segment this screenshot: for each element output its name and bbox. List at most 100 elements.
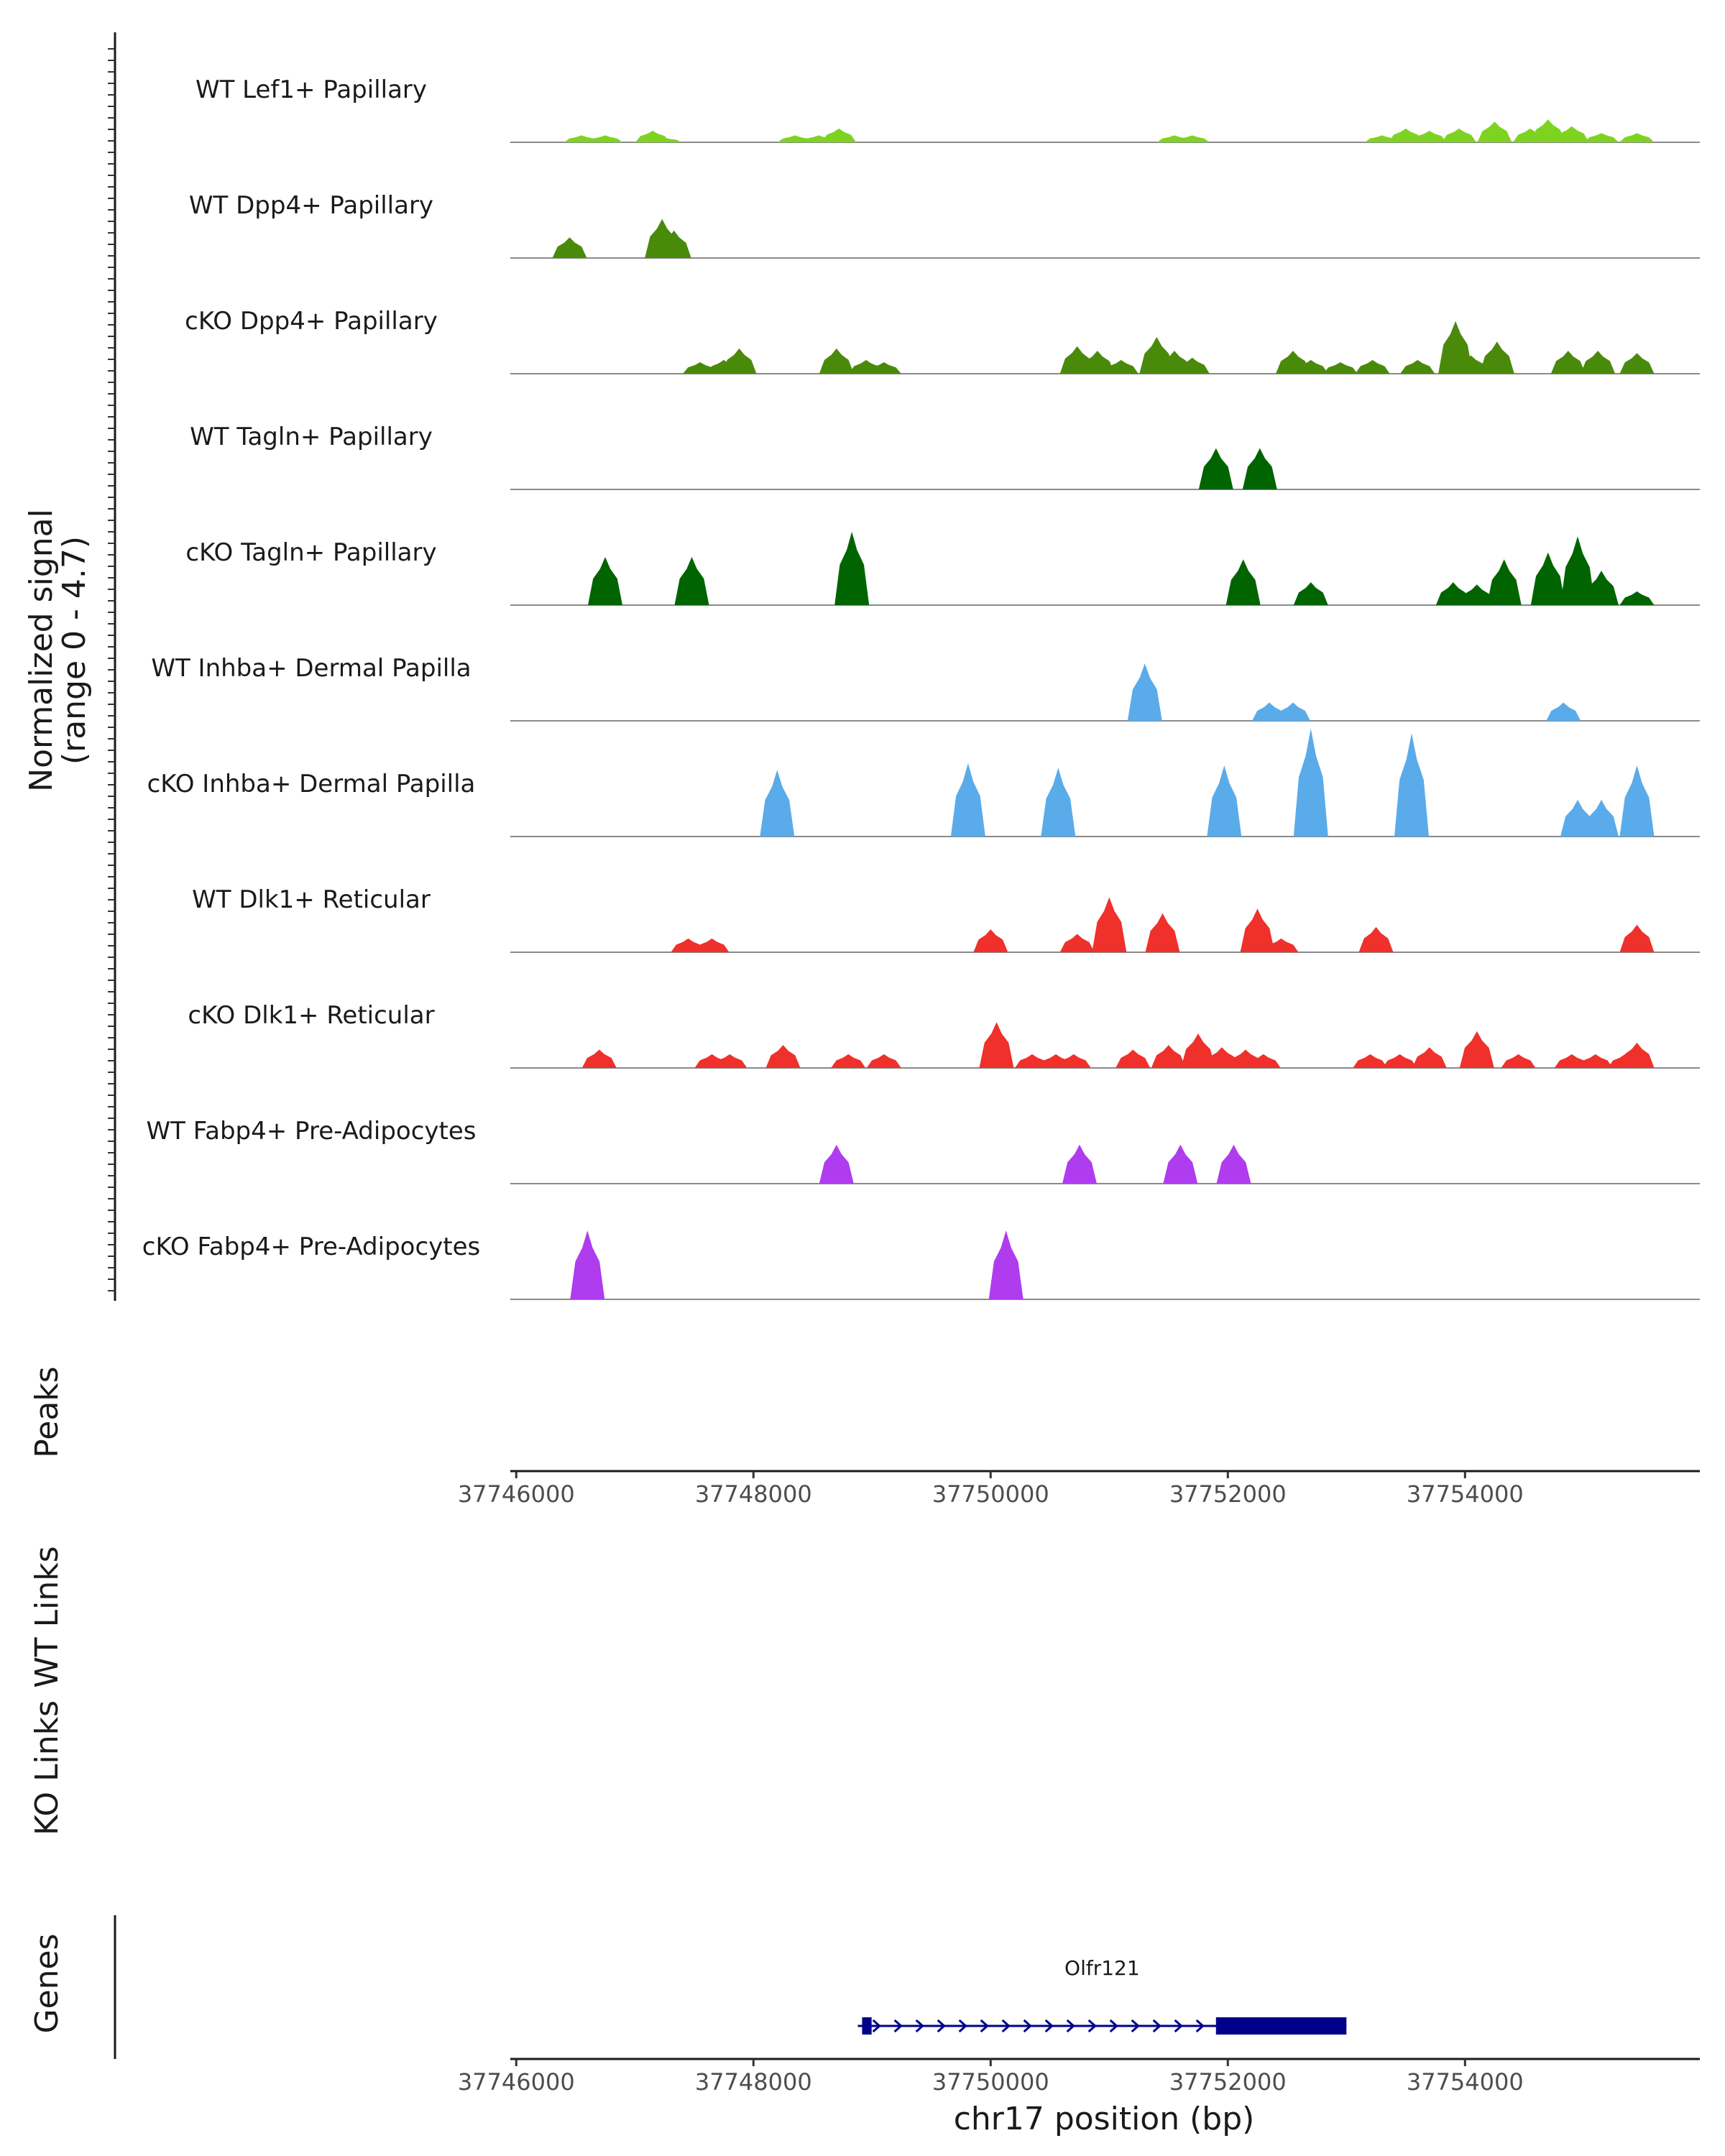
strand-arrow: [980, 2019, 989, 2033]
signal-peak: [831, 1054, 866, 1068]
signal-peak: [1293, 729, 1328, 837]
track-label: cKO Fabp4+ Pre-Adipocytes: [142, 1233, 481, 1261]
strand-arrow: [937, 2019, 946, 2033]
signal-peak: [1353, 1054, 1388, 1068]
gene-name-label: Olfr121: [1064, 1956, 1140, 1980]
signal-peak: [1293, 582, 1328, 605]
signal-peak: [866, 1054, 901, 1068]
strand-arrow: [893, 2019, 903, 2033]
signal-peak: [588, 135, 622, 142]
track-label: cKO Tagln+ Papillary: [185, 538, 436, 567]
track-cko-fabp4-pre-adipocytes: cKO Fabp4+ Pre-Adipocytes: [142, 1230, 1700, 1300]
track-cko-inhba-dermal-papilla: cKO Inhba+ Dermal Papilla: [147, 729, 1700, 837]
signal-peak: [552, 237, 587, 258]
signal-peak: [1207, 765, 1242, 837]
x-axis-title: chr17 position (bp): [954, 2101, 1255, 2137]
signal-peak: [834, 531, 870, 605]
track-label: cKO Inhba+ Dermal Papilla: [147, 770, 476, 798]
signal-peak: [1554, 126, 1589, 142]
signal-peak: [1486, 559, 1522, 605]
signal-peak: [1530, 119, 1565, 142]
signal-peak: [1240, 908, 1275, 952]
x-tick-label: 37750000: [932, 1480, 1049, 1508]
track-wt-inhba-dermal-papilla: WT Inhba+ Dermal Papilla: [151, 654, 1700, 722]
signal-peak: [1584, 799, 1619, 837]
signal-peak: [1438, 321, 1473, 374]
track-cko-tagln-papillary: cKO Tagln+ Papillary: [185, 531, 1700, 606]
signal-peak: [1619, 924, 1655, 952]
y-axis-title-range: (range 0 - 4.7): [56, 536, 93, 765]
coverage-tracks: WT Lef1+ Papillary WT Dpp4+ Papillary cKO …: [142, 75, 1700, 1300]
strand-arrow: [1044, 2019, 1054, 2033]
signal-peak: [1358, 926, 1394, 952]
signal-peak: [973, 929, 1008, 952]
signal-peak: [1546, 702, 1581, 721]
signal-peak: [1584, 571, 1619, 605]
track-wt-fabp4-pre-adipocytes: WT Fabp4+ Pre-Adipocytes: [147, 1117, 1700, 1184]
signal-peak: [588, 557, 622, 605]
signal-peak: [1103, 359, 1138, 374]
signal-peak: [1015, 1054, 1049, 1068]
signal-peak: [722, 348, 757, 374]
y-axis: [108, 32, 116, 1301]
signal-peak: [1619, 591, 1655, 605]
strand-arrow: [1001, 2019, 1011, 2033]
signal-peak: [1578, 1054, 1613, 1068]
strand-arrow: [1066, 2019, 1075, 2033]
signal-peak: [1501, 1054, 1536, 1068]
strand-arrow: [1131, 2019, 1140, 2033]
track-wt-lef1-papillary: WT Lef1+ Papillary: [196, 75, 1700, 143]
signal-peak: [1355, 359, 1390, 374]
x-tick-label: 37752000: [1169, 2068, 1287, 2096]
track-label: WT Fabp4+ Pre-Adipocytes: [147, 1117, 477, 1146]
signal-peak: [950, 763, 985, 837]
signal-peak: [1264, 938, 1299, 952]
signal-peak: [866, 362, 901, 374]
signal-peak: [1062, 1144, 1097, 1184]
ko-links-panel-label: KO Links: [29, 1700, 65, 1835]
signal-peak: [671, 938, 706, 952]
signal-peak: [988, 1230, 1024, 1299]
signal-peak: [1252, 702, 1287, 721]
signal-peak: [1394, 733, 1429, 837]
track-wt-dlk1-reticular: WT Dlk1+ Reticular: [192, 885, 1700, 953]
signal-peak: [760, 770, 795, 837]
signal-peak: [1080, 351, 1115, 374]
signal-peak: [1554, 1054, 1589, 1068]
signal-peak: [1388, 128, 1423, 142]
genes-panel-label: Genes: [29, 1933, 65, 2033]
track-label: cKO Dpp4+ Papillary: [185, 307, 438, 336]
track-wt-tagln-papillary: WT Tagln+ Papillary: [190, 423, 1700, 490]
x-tick-label: 37748000: [695, 1480, 812, 1508]
signal-peak: [1412, 131, 1447, 142]
strand-arrow: [1087, 2019, 1097, 2033]
signal-peak: [1059, 934, 1095, 952]
strand-arrow: [1152, 2019, 1162, 2033]
signal-peak: [1041, 768, 1076, 837]
x-axis-peaks: 37746000 37748000 37750000 37752000 37754000: [458, 1470, 1700, 1508]
signal-peak: [674, 557, 709, 605]
track-label: WT Tagln+ Papillary: [190, 423, 433, 451]
signal-peak: [1198, 448, 1233, 489]
strand-arrow: [1195, 2019, 1205, 2033]
track-cko-dlk1-reticular: cKO Dlk1+ Reticular: [188, 1001, 1700, 1069]
x-tick-label: 37746000: [458, 1480, 575, 1508]
x-tick-label: 37750000: [932, 2068, 1049, 2096]
signal-peak: [694, 938, 730, 952]
signal-peak: [1242, 448, 1277, 489]
signal-peak: [656, 230, 691, 258]
signal-peak: [778, 135, 812, 142]
signal-peak: [1400, 359, 1435, 374]
x-tick-label: 37746000: [458, 2068, 575, 2096]
gene-track: Olfr121: [857, 1956, 1347, 2035]
signal-peak: [1127, 663, 1162, 721]
signal-peak: [1382, 1054, 1417, 1068]
y-axis-title-main: Normalized signal: [23, 509, 60, 792]
gene-exon-cds: [1215, 2017, 1347, 2035]
signal-peak: [1181, 1033, 1215, 1068]
signal-peak: [819, 348, 854, 374]
signal-peak: [1092, 897, 1127, 952]
signal-peak: [1293, 359, 1328, 374]
strand-arrow: [1174, 2019, 1183, 2033]
